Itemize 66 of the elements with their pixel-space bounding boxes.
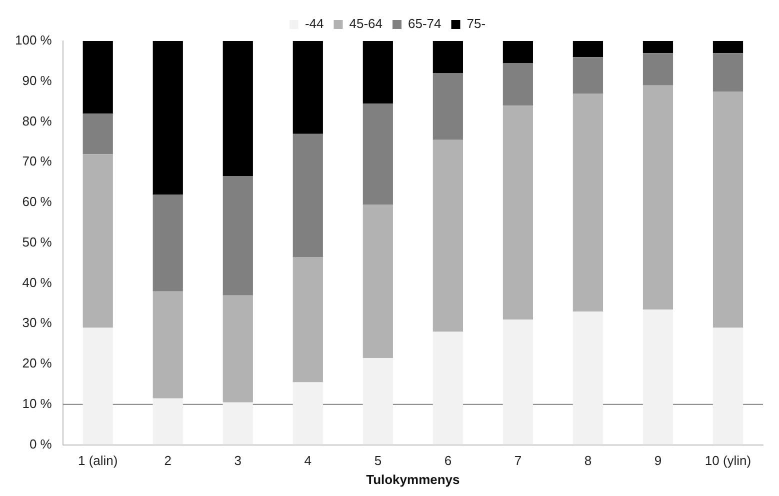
- bar: [712, 91, 744, 328]
- bar: [82, 114, 113, 154]
- bar: [222, 402, 253, 445]
- bar: [572, 41, 604, 58]
- bar: [642, 53, 674, 86]
- bar: [362, 104, 393, 205]
- bar: [82, 154, 113, 328]
- bar: [152, 291, 183, 398]
- legend-label: 65-74: [408, 16, 442, 32]
- x-tick-label: 7: [514, 453, 522, 468]
- y-tick-label: 90 %: [22, 72, 52, 88]
- y-tick-label: 60 %: [22, 194, 52, 210]
- bar: [572, 93, 604, 312]
- bar: [152, 41, 183, 194]
- bar: [432, 140, 463, 332]
- y-tick-label: 100 %: [14, 32, 52, 48]
- x-tick-label: 10 (ylin): [704, 453, 752, 468]
- bar: [502, 63, 534, 106]
- bar: [82, 41, 113, 114]
- bar: [712, 41, 744, 54]
- bar: [152, 194, 183, 292]
- bar: [222, 176, 253, 296]
- bar: [292, 257, 323, 382]
- y-tick-label: 30 %: [22, 315, 52, 330]
- bar: [642, 310, 674, 445]
- y-tick-label: 80 %: [22, 113, 52, 128]
- bar: [222, 41, 253, 176]
- x-tick-label: 3: [234, 453, 242, 468]
- bar: [362, 204, 393, 358]
- y-tick-label: 40 %: [22, 274, 52, 290]
- x-tick-label: 4: [304, 453, 312, 468]
- bar: [82, 328, 113, 445]
- y-tick-label: 10 %: [22, 396, 52, 411]
- bar: [432, 41, 463, 74]
- legend-label: 75-: [466, 16, 486, 32]
- x-tick-label: 8: [584, 453, 592, 468]
- bar: [292, 382, 323, 445]
- bar: [432, 332, 463, 445]
- x-axis-title: Tulokymmenys: [366, 472, 460, 487]
- bar: [292, 134, 323, 258]
- bar: [712, 328, 744, 445]
- bar: [572, 312, 604, 445]
- bar: [362, 41, 393, 104]
- legend-label: -44: [304, 16, 324, 32]
- bar: [152, 398, 183, 445]
- bar: [222, 295, 253, 402]
- bar: [502, 320, 534, 445]
- x-tick-label: 6: [444, 453, 452, 468]
- bar: [642, 41, 674, 54]
- y-tick-label: 20 %: [22, 356, 52, 371]
- bar: [572, 57, 604, 94]
- bar: [502, 41, 534, 64]
- y-tick-label: 0 %: [29, 436, 52, 452]
- bar: [642, 85, 674, 310]
- bar: [712, 53, 744, 92]
- bar: [362, 358, 393, 445]
- legend-label: 45-64: [349, 16, 382, 32]
- bar: [292, 41, 323, 134]
- y-tick-label: 50 %: [22, 234, 52, 250]
- x-tick-label: 1 (alin): [78, 453, 118, 468]
- x-tick-label: 2: [164, 453, 172, 468]
- y-tick-label: 70 %: [22, 154, 52, 169]
- bar: [502, 106, 534, 320]
- x-tick-label: 9: [654, 453, 662, 468]
- bar: [432, 73, 463, 140]
- x-tick-label: 5: [374, 453, 382, 468]
